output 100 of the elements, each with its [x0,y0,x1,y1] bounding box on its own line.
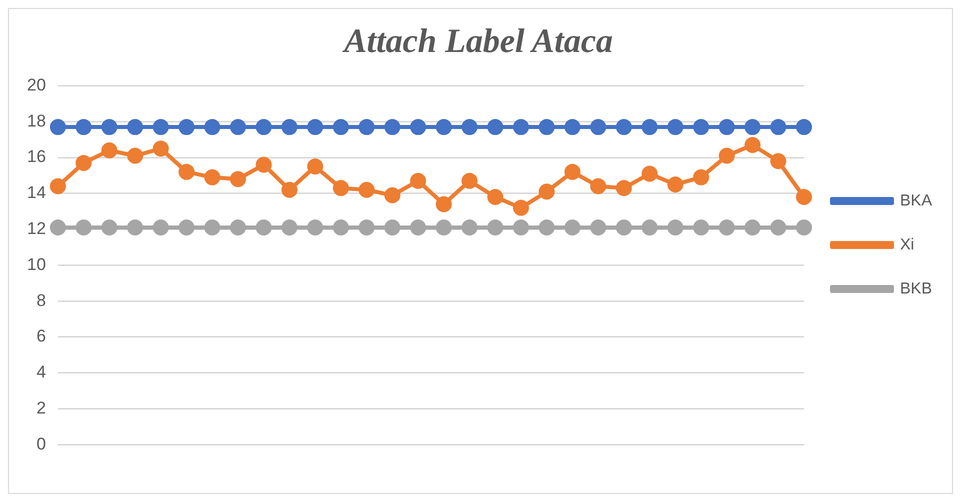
point [230,119,246,136]
point [101,119,118,136]
point [462,119,478,136]
point [384,119,400,136]
point [590,119,606,136]
y-tick-label: 16 [26,147,46,166]
point [512,200,529,216]
point [590,178,606,194]
point [410,220,426,236]
point [564,119,580,136]
point [332,220,349,236]
point [642,119,658,136]
point [256,156,272,173]
y-tick-label: 20 [26,75,46,94]
point [436,119,452,136]
point [538,184,555,200]
point [230,220,246,236]
point [512,119,529,136]
point [796,220,812,236]
point [487,220,504,236]
legend-label: BKA [900,192,932,210]
point [462,172,478,189]
point [384,187,400,204]
point [307,119,324,136]
point [76,220,92,236]
point [50,119,66,136]
y-tick-label: 18 [26,111,46,130]
point [642,220,658,236]
point [178,119,195,136]
point [462,220,478,236]
point [384,220,400,236]
y-tick-label: 2 [36,398,46,418]
point [770,153,786,170]
point [564,220,580,236]
legend-label: Xi [900,236,914,254]
point [101,220,118,236]
point [487,189,504,206]
y-tick-label: 0 [36,434,46,454]
point [281,220,298,236]
point [358,220,375,236]
point [538,220,555,236]
y-tick-label: 6 [36,326,46,346]
chart-title: Attach Label Ataca [342,23,613,60]
point [538,119,555,136]
point [410,119,426,136]
point [744,119,761,136]
point [256,119,272,136]
point [667,119,684,136]
point [770,119,786,136]
point [281,119,298,136]
point [718,220,735,236]
point [693,169,710,186]
point [564,164,580,180]
point [590,220,606,236]
point [307,158,324,175]
point [616,180,632,196]
y-tick-label: 4 [36,362,46,382]
point [152,140,169,157]
point [204,119,220,136]
point [152,119,169,136]
point [76,119,92,136]
y-tick-label: 10 [26,254,46,274]
point [436,196,452,212]
point [204,220,220,236]
point [744,220,761,236]
y-tick-label: 14 [26,183,46,202]
point [178,220,195,236]
point [796,119,812,136]
point [178,164,195,180]
point [127,148,144,164]
point [718,148,735,164]
point [358,182,375,198]
point [281,182,298,198]
point [770,220,786,236]
point [152,220,169,236]
y-tick-label: 8 [36,290,46,310]
point [616,220,632,236]
point [204,169,220,186]
point [667,220,684,236]
point [307,220,324,236]
point [642,166,658,182]
point [744,137,761,153]
point [693,119,710,136]
point [796,189,812,206]
point [332,119,349,136]
point [487,119,504,136]
point [50,220,66,236]
point [230,171,246,188]
point [256,220,272,236]
point [512,220,529,236]
legend-label: BKB [900,280,932,298]
point [410,172,426,189]
point [358,119,375,136]
point [127,220,144,236]
point [76,154,92,171]
point [718,119,735,136]
point [101,142,118,158]
point [436,220,452,236]
point [616,119,632,136]
point [332,180,349,196]
